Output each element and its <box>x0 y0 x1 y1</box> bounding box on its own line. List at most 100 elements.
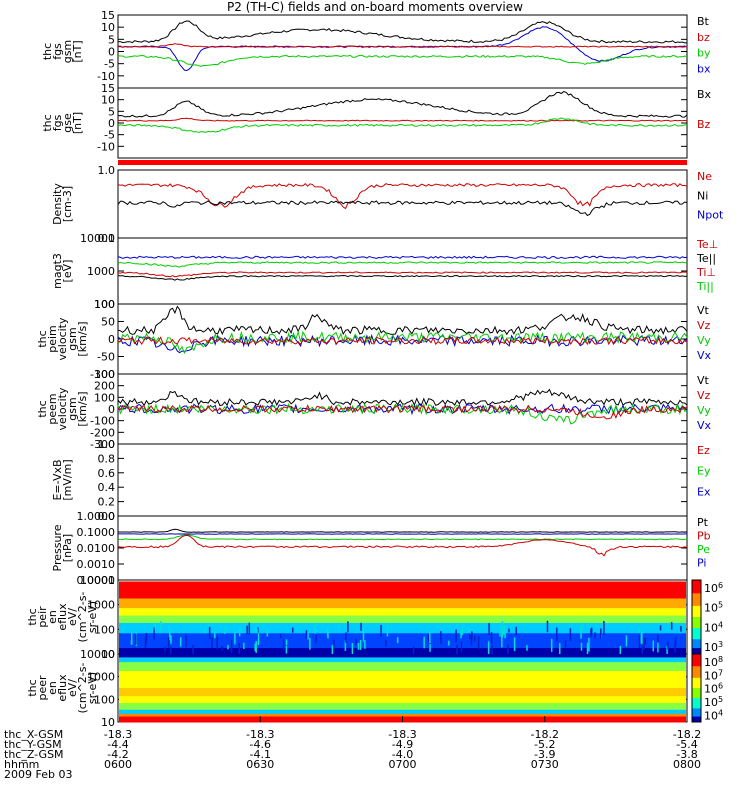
legend-fgs_gsm-2: by <box>697 47 711 60</box>
legend-fgs_gsm2-0: Bx <box>697 88 712 101</box>
ytick-label-fgs_gsm: 10 <box>101 21 115 34</box>
spectrogram-peir-speckle <box>448 641 450 646</box>
spectrogram-peir-band <box>119 648 686 654</box>
ytick-label-peim_vel: 0 <box>108 333 115 346</box>
spectrogram-peir-speckle <box>478 637 480 650</box>
ytick-label-density: 1.0 <box>98 164 116 177</box>
colorbar-band-peir <box>692 639 701 648</box>
spectrogram-peir-speckle <box>364 640 366 648</box>
ytick-label-peer: 10000 <box>80 648 115 661</box>
colorbar-band-peer <box>692 678 701 689</box>
spectrogram-peir-speckle <box>168 637 170 647</box>
ylabel-pressure: [nPa] <box>61 534 74 562</box>
spectrogram-peir-speckle <box>345 632 347 643</box>
spectrogram-peir-speckle <box>146 633 148 643</box>
spectrogram-peir-speckle <box>594 632 596 638</box>
spectrogram-peir-speckle <box>547 621 549 632</box>
legend-density-0: Ne <box>697 170 712 183</box>
series-bx <box>118 27 687 71</box>
spectrogram-peir-speckle <box>641 632 643 644</box>
series-Te-perp <box>118 272 687 277</box>
spectrogram-peir-speckle <box>461 642 463 652</box>
spectrogram-peir-speckle <box>221 646 223 651</box>
spectrogram-peir-speckle <box>504 626 506 639</box>
spectrogram-peir-speckle <box>499 626 501 637</box>
ytick-label-pressure: 0.0010 <box>77 558 116 571</box>
ytick-label-fgs_gsm: -5 <box>104 58 115 71</box>
spectrogram-peir-speckle <box>180 637 182 646</box>
colorbar-band-peir <box>692 628 701 640</box>
spectrogram-peir-speckle <box>358 643 360 650</box>
spectrogram-peir-speckle <box>352 643 354 655</box>
spectrogram-peir-speckle <box>462 626 464 635</box>
series-by <box>118 55 687 66</box>
legend-density-2: Npot <box>697 209 724 222</box>
spectrogram-peir-speckle <box>582 623 584 629</box>
colorbar-label-peer: 106 <box>704 682 723 696</box>
series-Bx <box>118 92 687 118</box>
spectrogram-peir-speckle <box>471 631 473 639</box>
spectrogram-peir-speckle <box>516 627 518 635</box>
spectrogram-peir-speckle <box>204 628 206 634</box>
spectrogram-peir-speckle <box>309 638 311 650</box>
spectrogram-peir-speckle <box>217 636 219 649</box>
legend-temp-1: Te|| <box>696 252 716 265</box>
ytick-label-pressure: 0.0100 <box>77 542 116 555</box>
spectrogram-peir-speckle <box>170 635 172 644</box>
colorbar-band-peir <box>692 580 701 594</box>
spectrogram-peir-speckle <box>491 632 493 643</box>
legend-efield-1: Ey <box>697 465 711 478</box>
spectrogram-peir-speckle <box>256 628 258 633</box>
series-Ti-perp <box>118 276 687 281</box>
ytick-label-peim_vel: -50 <box>97 351 115 364</box>
spectrogram-peir-speckle <box>603 621 605 635</box>
spectrogram-peir-band <box>119 608 686 616</box>
spectrogram-peir-speckle <box>154 623 156 631</box>
spectrogram-peir-speckle <box>643 637 645 649</box>
series-Pt <box>118 529 687 532</box>
legend-density-1: Ni <box>697 189 708 202</box>
spectrogram-peir-speckle <box>638 628 640 632</box>
ytick-label-peim_vel: 50 <box>101 316 115 329</box>
ytick-label-fgs_gsm: 0 <box>108 46 115 59</box>
ytick-label-efield: 1.0 <box>98 438 116 451</box>
ytick-label-efield: 0.4 <box>98 481 116 494</box>
spectrogram-peir-speckle <box>413 646 415 655</box>
spectrogram-peir-speckle <box>231 640 233 653</box>
panel-frame-fgs_gsm <box>118 15 687 88</box>
spectrogram-peir-speckle <box>565 640 567 647</box>
spectrogram-peir-speckle <box>397 637 399 643</box>
spectrogram-peir-speckle <box>258 633 260 645</box>
spectrogram-peer-band <box>119 662 686 671</box>
ylabel-fgs_gsm2: [nT] <box>71 112 84 134</box>
legend-pressure-3: Pi <box>697 557 706 570</box>
xaxis-time-label-4: 0800 <box>673 758 701 771</box>
spectrogram-peir-speckle <box>551 639 553 652</box>
legend-peim_vel-0: Vt <box>697 304 710 317</box>
spectrogram-peir-speckle <box>185 635 187 647</box>
series-Pe <box>118 535 687 540</box>
ylabel-peir: sr-eV) <box>86 601 99 633</box>
colorbar-label-peir: 104 <box>704 620 723 634</box>
spectrogram-peir-speckle <box>667 642 669 650</box>
spectrogram-peir-speckle <box>680 626 682 632</box>
colorbar-band-peir <box>692 617 701 629</box>
spectrogram-peer-band <box>119 671 686 689</box>
spectrogram-peir-speckle <box>160 621 162 633</box>
legend-peem_vel-3: Vx <box>697 419 712 432</box>
colorbar-band-peir <box>692 606 701 618</box>
series-Bz <box>118 118 687 121</box>
spectrogram-peir-speckle <box>283 639 285 650</box>
legend-peem_vel-1: Vz <box>697 389 711 402</box>
spectrogram-peir-speckle <box>385 640 387 647</box>
spectrogram-peir-speckle <box>660 625 662 630</box>
spectrogram-peir-speckle <box>507 645 509 654</box>
spectrogram-peir-speckle <box>429 631 431 643</box>
colorbar-band-peer <box>692 688 701 699</box>
ylabel-density: [cm-3] <box>61 186 74 222</box>
legend-peem_vel-0: Vt <box>697 374 710 387</box>
spectrogram-peir-speckle <box>502 631 504 638</box>
spectrogram-peir-speckle <box>243 643 245 649</box>
spectrogram-peir-speckle <box>227 626 229 631</box>
spectrogram-peir-speckle <box>135 634 137 645</box>
